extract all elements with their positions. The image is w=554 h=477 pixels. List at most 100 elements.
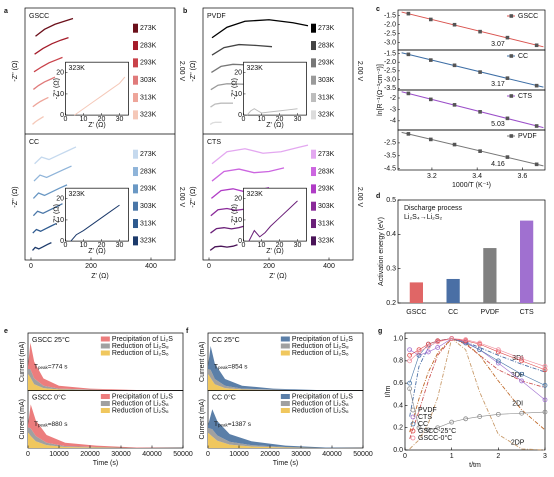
legend-marker — [509, 134, 514, 138]
plot-frame — [397, 129, 546, 171]
legend-label: Reduction of Li₂S₈ — [112, 400, 169, 407]
data-point — [542, 367, 548, 373]
impedance-curve — [34, 146, 77, 165]
subplot-name: CC 0°C — [212, 393, 236, 401]
inset-y-tick-label: 20 — [234, 196, 242, 203]
panel-letter: f — [186, 328, 189, 335]
y-axis-label: -Z'' (Ω) — [190, 60, 197, 81]
impedance-curve — [32, 222, 57, 234]
inset-y-tick-label: 0 — [60, 238, 64, 245]
data-point — [416, 425, 422, 431]
x-tick-label: 10000 — [49, 451, 69, 458]
x-tick-label: 30000 — [111, 451, 131, 458]
data-point — [428, 97, 433, 102]
area — [208, 373, 363, 391]
panel-letter: b — [183, 8, 187, 15]
data-point — [435, 339, 441, 345]
inset-curve — [246, 108, 298, 116]
y-axis-label: Activation energy (eV) — [378, 217, 385, 286]
data-point — [478, 110, 482, 114]
data-point — [406, 52, 411, 57]
data-point — [477, 340, 483, 346]
data-curve — [409, 388, 546, 431]
legend-label: 293K — [140, 186, 157, 193]
group-name: PVDF — [207, 13, 226, 20]
annotation-part: peak — [218, 365, 229, 370]
legend-swatch — [133, 41, 138, 51]
x-axis-label: Time (s) — [93, 460, 118, 467]
inset-name: 323K — [247, 191, 264, 198]
legend-label: GSCC — [518, 13, 538, 20]
data-point — [428, 58, 433, 62]
legend-swatch — [311, 184, 316, 194]
legend-swatch — [133, 236, 138, 246]
inset-y-label: -Z'' (Ω) — [231, 78, 238, 99]
annotation: Discharge process — [404, 205, 462, 212]
y-axis-label: Current (mA) — [19, 342, 26, 382]
annotation: Tpeak=854 s — [214, 363, 248, 370]
data-point — [406, 132, 411, 136]
annotation-part: =854 s — [228, 363, 248, 370]
annotation: Tpeak=774 s — [34, 363, 68, 370]
inset-name: 323K — [69, 191, 86, 198]
inset-x-tick-label: 0 — [64, 242, 68, 249]
legend-label: GSCC-0°C — [418, 434, 452, 442]
legend-swatch — [311, 41, 316, 51]
legend-label: CC — [418, 421, 428, 428]
data-point — [428, 17, 433, 22]
y-tick-label: -2.0 — [384, 59, 396, 66]
x-tick-label: 20000 — [80, 451, 100, 458]
legend-swatch — [100, 336, 110, 342]
legend-swatch — [280, 343, 290, 349]
x-tick-label: 400 — [145, 263, 157, 270]
legend-label: 323K — [140, 238, 157, 245]
y-axis-label: Current (mA) — [199, 399, 206, 439]
x-tick-label: 0 — [206, 451, 210, 458]
y-axis-label: I/Im — [385, 386, 392, 398]
impedance-curve — [33, 76, 56, 90]
y-tick-label: 0.2 — [386, 300, 396, 307]
data-point — [407, 386, 413, 392]
legend-label: Precipitation of Li₂S — [292, 393, 353, 400]
x-axis-label: Z' (Ω) — [91, 273, 108, 280]
y-tick-label: -4.5 — [384, 166, 396, 173]
impedance-curve — [211, 167, 285, 182]
legend-label: 273K — [318, 25, 335, 32]
legend-marker — [410, 414, 416, 420]
data-curve — [409, 338, 546, 367]
impedance-curve — [32, 96, 49, 108]
x-axis-label: 1000/T (K⁻¹) — [452, 182, 491, 189]
legend-swatch — [280, 401, 290, 406]
inset-x-tick-label: 10 — [258, 242, 266, 249]
legend-label: 323K — [140, 112, 157, 119]
legend-label: 273K — [318, 151, 335, 158]
x-tick-label: 3.6 — [518, 173, 528, 180]
legend-label: 283K — [140, 42, 157, 49]
model-curve — [409, 338, 546, 433]
inset-x-label: Z' (Ω) — [88, 248, 105, 255]
impedance-curve — [209, 244, 238, 251]
data-curve — [409, 338, 546, 371]
legend-swatch — [100, 394, 110, 399]
data-point — [542, 364, 548, 369]
data-point — [407, 358, 413, 364]
legend-marker — [410, 407, 416, 413]
plot-frame — [397, 199, 546, 304]
inset-y-tick-label: 10 — [234, 91, 242, 98]
inset-name: 323K — [69, 65, 86, 72]
legend-swatch — [311, 23, 316, 33]
x-tick-label: 3.4 — [472, 173, 482, 180]
y-tick-label: -2 — [390, 95, 396, 102]
plot-frame — [243, 61, 307, 116]
x-tick-label: 20000 — [260, 451, 280, 458]
slope-label: 4.16 — [491, 161, 505, 168]
inset-y-tick-label: 20 — [234, 70, 242, 77]
annotation-part: =774 s — [48, 363, 68, 370]
legend-label: 303K — [140, 203, 157, 210]
legend-label: 303K — [140, 77, 157, 84]
impedance-curve — [32, 184, 68, 199]
y-axis-label: Current (mA) — [199, 342, 206, 382]
data-curve — [409, 338, 546, 386]
legend-swatch — [133, 110, 138, 120]
